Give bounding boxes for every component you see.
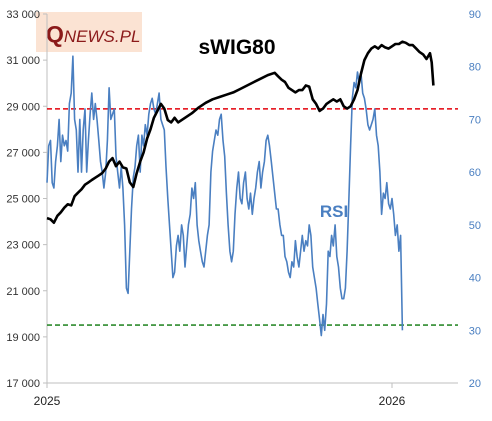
logo-wordmark: NEWS.PL xyxy=(64,27,141,46)
logo-q-letter: Q xyxy=(46,21,64,47)
left-tick-label: 29 000 xyxy=(6,101,40,113)
rsi-label: RSI xyxy=(320,202,348,221)
left-tick-label: 17 000 xyxy=(6,378,40,390)
chart-series xyxy=(46,40,435,337)
x-tick-label: 2025 xyxy=(34,394,61,408)
right-tick-label: 40 xyxy=(469,273,481,285)
left-tick-label: 27 000 xyxy=(6,147,40,159)
left-tick-label: 21 000 xyxy=(6,286,40,298)
left-tick-label: 23 000 xyxy=(6,240,40,252)
left-tick-label: 33 000 xyxy=(6,9,40,21)
right-tick-label: 60 xyxy=(469,167,481,179)
rsi-line xyxy=(46,55,404,337)
logo-background xyxy=(36,12,142,52)
left-tick-label: 25 000 xyxy=(6,194,40,206)
right-tick-label: 20 xyxy=(469,378,481,390)
rsi-reference-lines xyxy=(47,108,458,326)
logo-text: QNEWS.PL xyxy=(46,21,140,47)
swig80-line xyxy=(46,40,435,224)
chart-axes: 17 000 19 000 21 000 23 000 25 000 27 000 29 0… xyxy=(6,9,481,408)
left-tick-label: 31 000 xyxy=(6,55,40,67)
right-tick-label: 80 xyxy=(469,62,481,74)
right-tick-label: 90 xyxy=(469,9,481,21)
x-tick-label: 2026 xyxy=(379,394,406,408)
right-tick-label: 70 xyxy=(469,114,481,126)
qnews-logo: QNEWS.PL xyxy=(36,12,142,52)
left-tick-label: 19 000 xyxy=(6,332,40,344)
right-tick-label: 30 xyxy=(469,325,481,337)
chart-title: sWIG80 xyxy=(198,36,275,59)
right-tick-label: 50 xyxy=(469,220,481,232)
